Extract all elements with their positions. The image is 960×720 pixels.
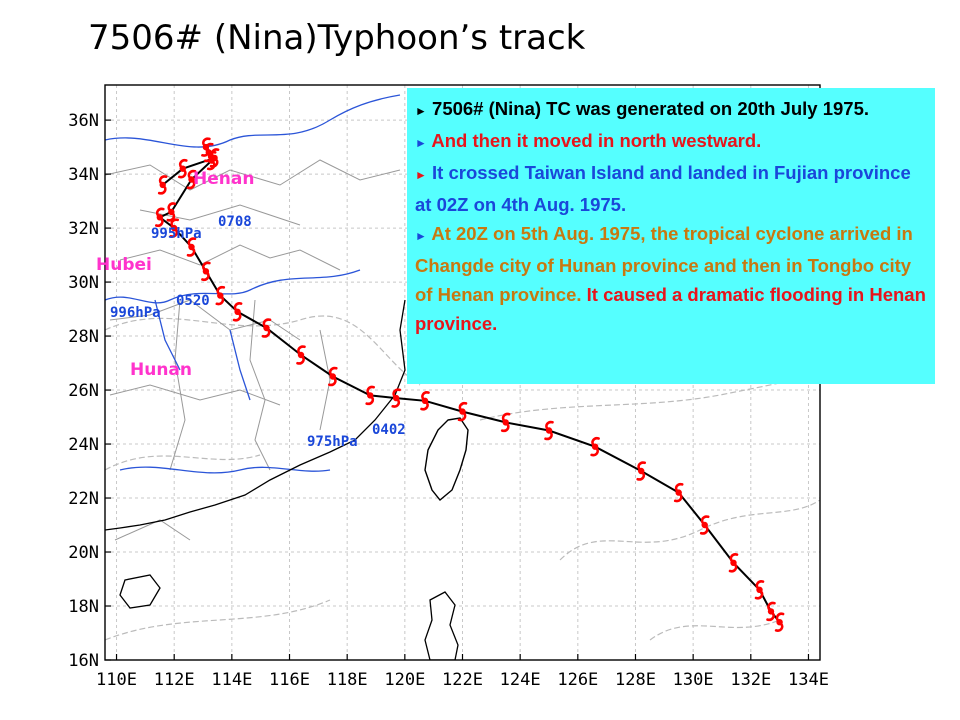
typhoon-symbol-icon: [699, 515, 710, 535]
lat-tick-label: 34N: [68, 165, 99, 185]
lat-tick-label: 30N: [68, 273, 99, 293]
lat-tick-label: 28N: [68, 327, 99, 347]
typhoon-symbol-icon: [261, 318, 272, 338]
lon-tick-label: 132E: [730, 670, 771, 690]
lat-tick-label: 20N: [68, 543, 99, 563]
annotation-pressure-995: 995hPa: [151, 226, 202, 242]
typhoon-symbol-icon: [766, 601, 776, 622]
lat-tick-label: 22N: [68, 489, 99, 509]
lat-tick-label: 32N: [68, 219, 99, 239]
typhoon-symbol-icon: [327, 366, 338, 387]
lat-tick-label: 26N: [68, 381, 99, 401]
province-label-hubei: Hubei: [96, 255, 152, 275]
typhoon-symbol-icon: [754, 580, 765, 600]
lon-tick-label: 120E: [384, 670, 425, 690]
lon-tick-label: 126E: [557, 670, 598, 690]
lat-tick-label: 36N: [68, 111, 99, 131]
typhoon-symbol-icon: [215, 285, 226, 306]
lon-tick-label: 134E: [788, 670, 829, 690]
annotation-date-0520: 0520: [176, 293, 210, 309]
lon-tick-label: 122E: [442, 670, 483, 690]
typhoon-symbol-icon: [178, 158, 188, 179]
page-title: 7506# (Nina)Typhoon’s track: [88, 18, 586, 58]
lon-tick-label: 128E: [615, 670, 656, 690]
info-flooding: It caused a dramatic flooding in Henan p…: [415, 284, 926, 334]
typhoon-symbol-icon: [157, 175, 168, 195]
lat-tick-label: 16N: [68, 651, 99, 671]
info-generated: 7506# (Nina) TC was generated on 20th Ju…: [432, 98, 870, 119]
province-label-henan: Henan: [193, 169, 254, 189]
annotation-pressure-996: 996hPa: [110, 305, 161, 321]
typhoon-symbol-icon: [544, 420, 554, 441]
typhoon-symbol-icon: [774, 612, 785, 632]
lon-tick-label: 118E: [327, 670, 368, 690]
typhoon-symbol-icon: [420, 391, 430, 411]
typhoon-symbol-icon: [590, 436, 600, 457]
info-moved: And then it moved in north westward.: [431, 130, 762, 151]
typhoon-symbol-icon: [636, 461, 647, 481]
lon-tick-label: 114E: [211, 670, 252, 690]
lon-tick-label: 116E: [269, 670, 310, 690]
annotation-date-0402: 0402: [372, 422, 406, 438]
info-landfall: It crossed Taiwan Island and landed in F…: [415, 162, 911, 215]
lat-tick-label: 24N: [68, 435, 99, 455]
bullet-icon: ►: [415, 168, 427, 182]
bullet-icon: ►: [415, 136, 427, 150]
info-arrival: At 20Z on 5th Aug. 1975, the tropical cy…: [415, 223, 913, 305]
lon-tick-label: 124E: [500, 670, 541, 690]
typhoon-symbol-icon: [296, 345, 306, 365]
bullet-icon: ►: [415, 229, 427, 243]
typhoon-symbol-icon: [155, 207, 165, 228]
typhoon-symbol-icon: [500, 412, 511, 433]
bullet-icon: ►: [415, 104, 427, 118]
typhoon-symbol-icon: [232, 302, 243, 322]
province-label-hunan: Hunan: [130, 360, 192, 380]
annotation-pressure-975: 975hPa: [307, 434, 358, 450]
typhoon-track: [155, 137, 785, 632]
typhoon-symbol-icon: [201, 261, 211, 282]
lat-tick-label: 18N: [68, 597, 99, 617]
geography: [105, 94, 820, 660]
lon-tick-label: 112E: [154, 670, 195, 690]
lon-tick-label: 130E: [673, 670, 714, 690]
lon-tick-label: 110E: [96, 670, 137, 690]
typhoon-symbol-icon: [365, 385, 376, 406]
typhoon-symbol-icon: [728, 553, 739, 573]
annotation-date-0708: 0708: [218, 214, 252, 230]
info-panel: ► 7506# (Nina) TC was generated on 20th …: [407, 88, 935, 384]
